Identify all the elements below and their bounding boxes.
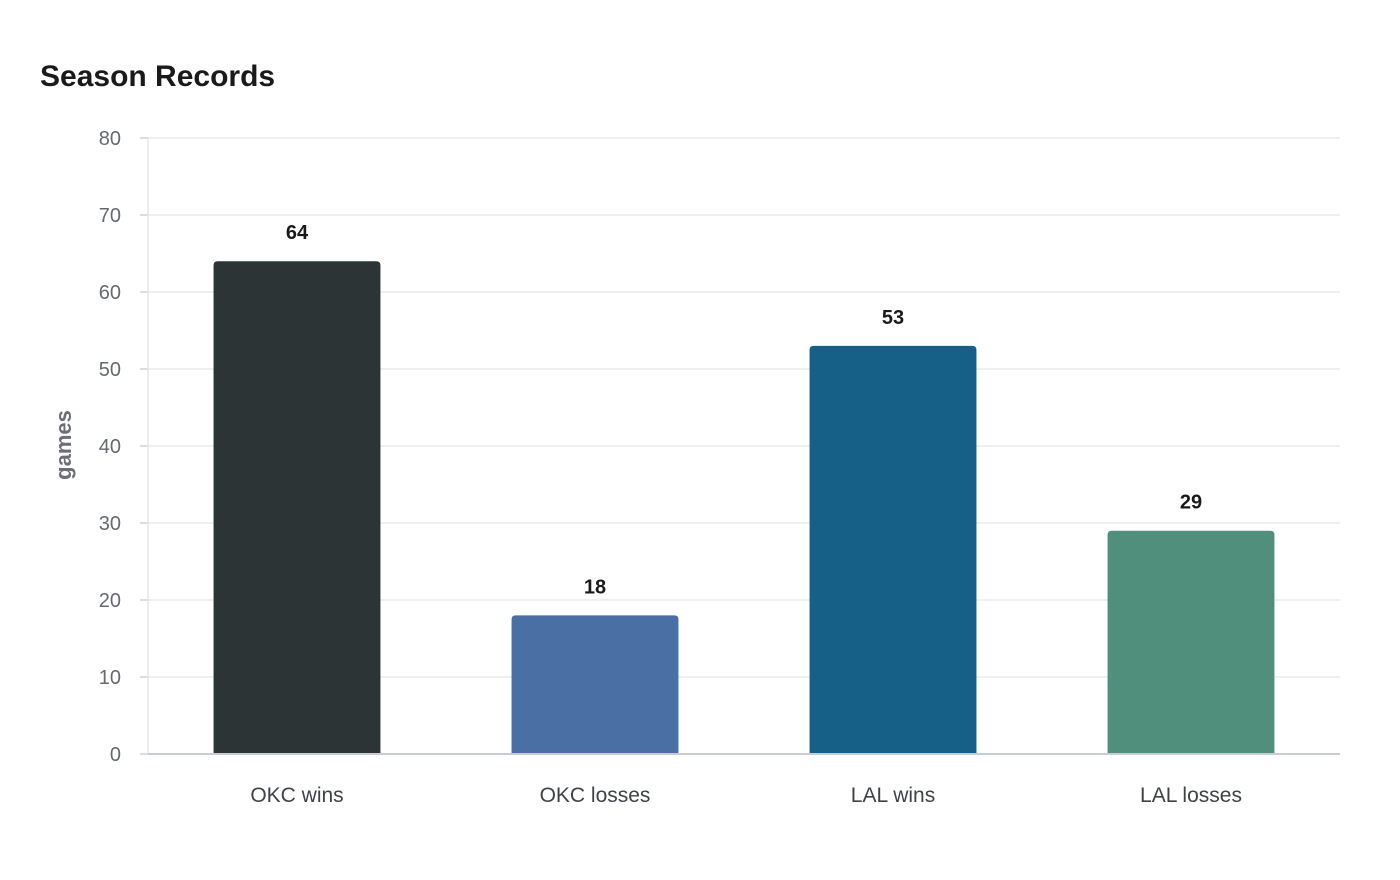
bar-value-label: 53 — [882, 307, 904, 329]
bar-okc-wins — [213, 261, 381, 754]
bar-value-label: 64 — [286, 222, 309, 244]
y-tick-label: 70 — [99, 205, 121, 227]
x-category-label: LAL losses — [1140, 784, 1242, 807]
y-tick-label: 30 — [99, 513, 121, 535]
y-tick-label: 20 — [99, 590, 121, 612]
bar-okc-losses — [511, 615, 679, 754]
y-tick-label: 40 — [99, 436, 121, 458]
y-tick-label: 0 — [110, 744, 121, 766]
bars — [148, 261, 1340, 755]
y-tick-label: 50 — [99, 359, 121, 381]
bar-value-label: 18 — [584, 576, 606, 598]
y-axis-title: games — [51, 410, 76, 480]
y-tick-label: 60 — [99, 282, 121, 304]
x-category-label: LAL wins — [851, 784, 935, 807]
y-tick-label: 80 — [99, 128, 121, 150]
bar-lal-losses — [1107, 530, 1275, 754]
chart-title: Season Records — [40, 60, 276, 93]
axes — [140, 137, 149, 755]
labels: 0 10 20 30 40 50 60 70 80 64 OKC wins 18 OKC losses 5… — [99, 128, 1242, 807]
x-category-label: OKC wins — [250, 784, 343, 807]
bar-lal-wins — [809, 345, 977, 754]
y-tick-label: 10 — [99, 667, 121, 689]
x-category-label: OKC losses — [540, 784, 651, 807]
bar-value-label: 29 — [1180, 492, 1202, 514]
